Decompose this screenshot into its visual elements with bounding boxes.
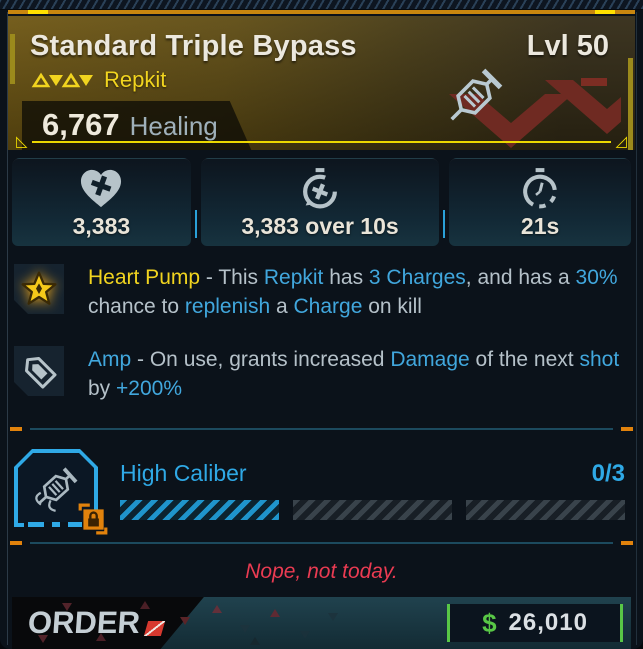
accent-dash bbox=[28, 10, 48, 14]
mod-name: High Caliber bbox=[120, 460, 247, 486]
triangle-decor bbox=[180, 617, 190, 625]
perk-description: Amp - On use, grants increased Damage of… bbox=[88, 348, 620, 400]
triangle-decor bbox=[38, 635, 48, 643]
stat-separator bbox=[194, 210, 197, 238]
item-header: Standard Triple Bypass Lvl 50 Repkit 6,7… bbox=[8, 16, 635, 150]
mod-progress-bar-1 bbox=[120, 500, 279, 520]
mod-frame-dash bbox=[28, 522, 44, 527]
bullet-icon bbox=[19, 351, 59, 391]
perk-icon-box bbox=[14, 346, 64, 396]
gold-edge-bar bbox=[10, 34, 15, 84]
triangle-decor bbox=[250, 637, 260, 645]
healing-label: Healing bbox=[129, 111, 218, 141]
corner-triangle-icon: ◿ bbox=[615, 133, 627, 150]
brand-mark-icon bbox=[143, 620, 166, 636]
top-border-pattern bbox=[0, 0, 643, 10]
mod-frame-fill bbox=[18, 453, 94, 523]
mod-progress-bar-2 bbox=[293, 500, 452, 520]
heart-cross-icon bbox=[81, 169, 122, 208]
header-bottom-line: ◺ ◿ bbox=[16, 134, 627, 149]
triangle-decor bbox=[270, 609, 280, 617]
triangle-decor bbox=[62, 603, 72, 611]
footer-bar: ORDER $ 26,010 bbox=[12, 597, 631, 649]
section-divider bbox=[10, 427, 633, 431]
stat-separator bbox=[443, 210, 446, 238]
mod-syringe-icon bbox=[27, 459, 85, 517]
stat-heal-over-time: 3,383 over 10s bbox=[200, 158, 440, 246]
perks-list: Heart Pump - This Repkit has 3 Charges, … bbox=[0, 264, 643, 404]
triangle-decor bbox=[328, 613, 338, 621]
currency-icon: $ bbox=[482, 607, 497, 638]
mod-progress-count: 0/3 bbox=[591, 460, 625, 487]
stats-row: 3,383 3,383 over 10s 21s bbox=[12, 158, 631, 246]
perk-amp: Amp - On use, grants increased Damage of… bbox=[0, 346, 643, 404]
stat-value: 21s bbox=[520, 213, 560, 239]
mod-icon-frame bbox=[14, 449, 108, 535]
perk-heart-pump: Heart Pump - This Repkit has 3 Charges, … bbox=[0, 264, 643, 322]
star-icon bbox=[19, 269, 59, 309]
item-level: Lvl 50 bbox=[526, 30, 609, 62]
mod-progress-bars bbox=[120, 500, 629, 520]
regen-timer-icon bbox=[303, 168, 337, 209]
triangle-decor bbox=[240, 625, 250, 633]
lock-icon bbox=[78, 503, 108, 535]
price-box: $ 26,010 bbox=[447, 604, 623, 642]
flavor-text: Nope, not today. bbox=[245, 560, 398, 583]
mod-frame-dash bbox=[68, 522, 82, 527]
section-divider bbox=[10, 541, 633, 545]
top-accent-line bbox=[8, 10, 635, 14]
healing-value: 6,767 bbox=[42, 107, 120, 142]
perk-description: Heart Pump - This Repkit has 3 Charges, … bbox=[88, 266, 618, 318]
triangle-decor bbox=[300, 631, 310, 639]
triangle-decor bbox=[212, 605, 222, 613]
mod-section: High Caliber 0/3 bbox=[14, 446, 629, 535]
item-type-row: Repkit bbox=[8, 63, 635, 93]
item-type-label: Repkit bbox=[104, 67, 167, 92]
stat-cooldown: 21s bbox=[449, 158, 631, 246]
tier-triangles-icon bbox=[31, 72, 93, 87]
triangle-decor bbox=[140, 601, 150, 609]
corner-triangle-icon: ◺ bbox=[16, 133, 28, 150]
gold-edge-bar bbox=[628, 58, 633, 150]
stat-value: 3,383 bbox=[72, 213, 131, 239]
cooldown-timer-icon bbox=[523, 168, 557, 209]
mod-frame-dash bbox=[52, 522, 60, 527]
accent-dash bbox=[595, 10, 615, 14]
mod-body: High Caliber 0/3 bbox=[120, 456, 629, 520]
perk-icon-box bbox=[14, 264, 64, 314]
stat-value: 3,383 over 10s bbox=[241, 213, 399, 239]
mod-progress-bar-3 bbox=[466, 500, 625, 520]
item-title: Standard Triple Bypass bbox=[30, 30, 357, 62]
triangle-decor bbox=[96, 633, 106, 641]
syringe-icon bbox=[450, 68, 503, 121]
brand-logo: ORDER bbox=[26, 605, 142, 640]
price-value: 26,010 bbox=[508, 609, 588, 636]
stat-heal-amount: 3,383 bbox=[12, 158, 191, 246]
